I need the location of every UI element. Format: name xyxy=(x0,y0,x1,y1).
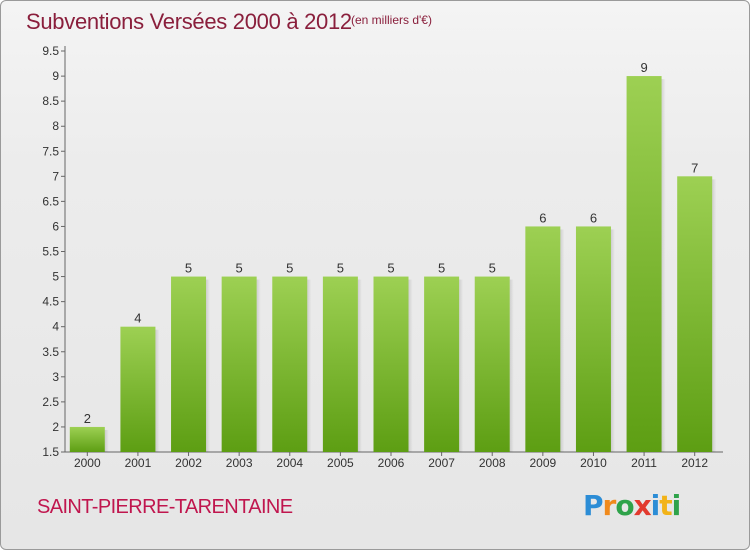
bar-value-label: 5 xyxy=(236,261,243,276)
bar-2006 xyxy=(373,276,409,452)
bar-shadow xyxy=(408,279,413,452)
proxiti-logo[interactable]: Proxiti xyxy=(583,489,681,522)
y-tick-label: 4 xyxy=(52,320,59,334)
bar-2003 xyxy=(221,276,257,452)
y-tick-label: 7.5 xyxy=(42,144,59,158)
bar-2012 xyxy=(677,176,713,452)
bar-2005 xyxy=(322,276,358,452)
bar-shadow xyxy=(459,279,464,452)
bar-value-label: 5 xyxy=(286,261,293,276)
bar-shadow xyxy=(661,79,666,452)
bar-value-label: 2 xyxy=(84,411,91,426)
x-tick-label: 2003 xyxy=(226,456,253,470)
y-tick-label: 8 xyxy=(52,119,59,133)
bar-2010 xyxy=(575,226,611,452)
bar-2001 xyxy=(120,326,156,452)
y-tick-label: 3.5 xyxy=(42,345,59,359)
bar-2009 xyxy=(525,226,561,452)
bar-shadow xyxy=(256,279,261,452)
y-tick-label: 6.5 xyxy=(42,194,59,208)
bar-shadow xyxy=(307,279,312,452)
bar-shadow xyxy=(104,429,109,452)
y-tick-label: 3 xyxy=(52,370,59,384)
bar-value-label: 5 xyxy=(185,261,192,276)
x-tick-label: 2004 xyxy=(276,456,303,470)
bar-shadow xyxy=(509,279,514,452)
commune-name: SAINT-PIERRE-TARENTAINE xyxy=(37,496,293,518)
bar-shadow xyxy=(712,179,717,452)
bar-value-label: 9 xyxy=(640,60,647,75)
bar-value-label: 6 xyxy=(590,210,597,225)
bar-2008 xyxy=(474,276,510,452)
y-tick-label: 5.5 xyxy=(42,245,59,259)
bar-value-label: 7 xyxy=(691,160,698,175)
bar-shadow xyxy=(610,229,615,452)
y-tick-label: 5 xyxy=(52,270,59,284)
x-tick-label: 2011 xyxy=(631,456,657,470)
x-tick-label: 2001 xyxy=(125,456,152,470)
y-tick-label: 2 xyxy=(52,420,59,434)
y-tick-label: 9 xyxy=(52,69,59,83)
chart-title: Subventions Versées 2000 à 2012 xyxy=(26,9,352,34)
x-tick-label: 2006 xyxy=(378,456,405,470)
x-tick-label: 2009 xyxy=(529,456,556,470)
x-tick-label: 2007 xyxy=(428,456,455,470)
bar-value-label: 6 xyxy=(539,210,546,225)
x-tick-label: 2012 xyxy=(681,456,708,470)
bar-value-label: 4 xyxy=(134,311,141,326)
bar-value-label: 5 xyxy=(387,261,394,276)
bar-shadow xyxy=(206,279,211,452)
bar-2011 xyxy=(626,76,662,452)
chart-subtitle: (en milliers d'€) xyxy=(351,13,432,27)
bar-2002 xyxy=(171,276,207,452)
bar-shadow xyxy=(560,229,565,452)
bar-value-label: 5 xyxy=(489,261,496,276)
bar-2000 xyxy=(69,426,105,452)
y-tick-label: 2.5 xyxy=(42,395,59,409)
bar-value-label: 5 xyxy=(438,261,445,276)
y-tick-label: 4.5 xyxy=(42,295,59,309)
x-tick-label: 2002 xyxy=(175,456,202,470)
y-tick-label: 9.5 xyxy=(42,44,59,58)
y-tick-label: 7 xyxy=(52,169,59,183)
y-tick-label: 1.5 xyxy=(42,445,59,459)
bar-2007 xyxy=(424,276,460,452)
x-tick-label: 2005 xyxy=(327,456,354,470)
x-tick-label: 2008 xyxy=(479,456,506,470)
x-tick-label: 2010 xyxy=(580,456,607,470)
bar-shadow xyxy=(155,329,160,452)
bar-2004 xyxy=(272,276,308,452)
bar-value-label: 5 xyxy=(337,261,344,276)
bar-shadow xyxy=(357,279,362,452)
y-tick-label: 8.5 xyxy=(42,94,59,108)
y-tick-label: 6 xyxy=(52,219,59,233)
x-tick-label: 2000 xyxy=(74,456,101,470)
